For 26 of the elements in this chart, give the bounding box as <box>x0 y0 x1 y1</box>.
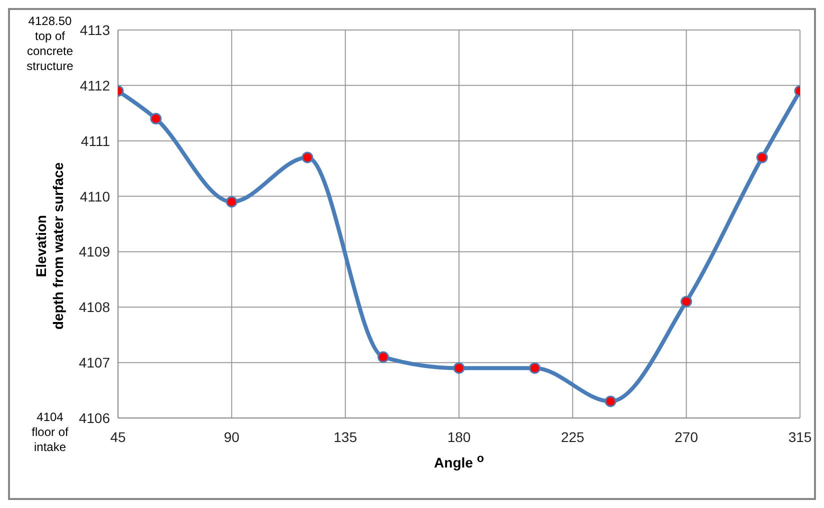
y-tick-label: 4106 <box>78 410 110 426</box>
y-axis-title: Elevation depth from water surface <box>33 162 67 330</box>
x-axis-title: Angle $^{o}$ <box>433 452 485 471</box>
x-tick-label: 90 <box>224 428 240 445</box>
y-tick-label: 4112 <box>80 77 110 94</box>
point <box>302 152 314 164</box>
y-tick-label: 4110 <box>80 188 110 204</box>
point <box>529 362 541 374</box>
y-tick-label: 4107 <box>78 354 110 371</box>
y-tick-label: 4109 <box>78 244 110 260</box>
x-tick-label: 225 <box>560 428 585 445</box>
y-tick-label: 4108 <box>78 299 110 316</box>
point <box>150 112 162 124</box>
x-tick-label: 180 <box>447 428 471 445</box>
point <box>377 351 389 363</box>
x-tick-label: 315 <box>788 428 812 445</box>
y-tick-label: 4111 <box>80 132 110 149</box>
x-tick-label: 45 <box>110 428 126 445</box>
point <box>680 296 692 308</box>
x-tick-label: 135 <box>334 428 358 445</box>
point <box>756 152 768 164</box>
x-tick-label: 270 <box>674 428 698 445</box>
point <box>226 196 238 208</box>
y-tick-label: 4113 <box>80 22 110 38</box>
point <box>604 396 616 408</box>
point <box>453 362 465 374</box>
